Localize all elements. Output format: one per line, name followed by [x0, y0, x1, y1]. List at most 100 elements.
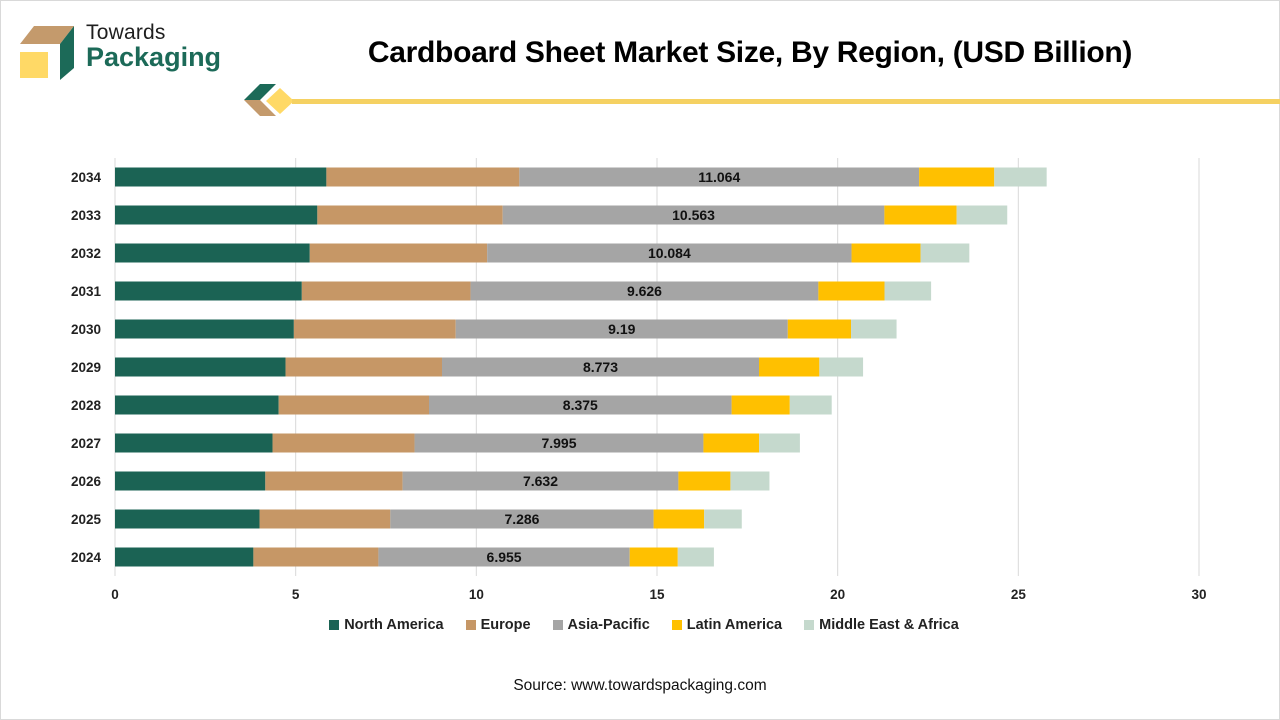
- bar-segment-middle-east-africa-2028: [789, 395, 832, 415]
- legend-label: Asia-Pacific: [567, 617, 650, 633]
- data-label-asia-pacific-2030: 9.19: [608, 321, 635, 337]
- data-label-asia-pacific-2032: 10.084: [648, 245, 691, 261]
- bar-segment-asia-pacific-2032: [487, 243, 852, 263]
- title-divider-decoration: [244, 84, 1280, 116]
- bar-segment-latin-america-2025: [653, 509, 705, 529]
- bar-segment-middle-east-africa-2030: [851, 319, 897, 339]
- data-label-asia-pacific-2027: 7.995: [541, 435, 576, 451]
- divider-chevron-top-icon: [244, 84, 276, 100]
- bar-segment-europe-2025: [259, 509, 391, 529]
- bar-segment-middle-east-africa-2026: [730, 471, 770, 491]
- bar-segment-latin-america-2032: [851, 243, 921, 263]
- x-tick-label: 0: [111, 587, 119, 602]
- bar-segment-asia-pacific-2028: [428, 395, 732, 415]
- x-tick-label: 20: [830, 587, 845, 602]
- bar-segment-europe-2033: [317, 205, 503, 225]
- bar-segment-north-america-2025: [115, 509, 260, 529]
- bar-segment-latin-america-2027: [703, 433, 760, 453]
- y-tick-label: 2028: [71, 398, 102, 413]
- bar-segment-north-america-2026: [115, 471, 266, 491]
- y-tick-label: 2026: [71, 474, 102, 489]
- bar-segment-middle-east-africa-2029: [819, 357, 864, 377]
- legend-swatch-icon: [465, 620, 476, 630]
- bar-segment-asia-pacific-2024: [378, 547, 630, 567]
- y-tick-label: 2025: [71, 512, 102, 527]
- bar-segment-asia-pacific-2026: [402, 471, 679, 491]
- box-logo-icon: [20, 26, 74, 80]
- bar-segment-europe-2030: [293, 319, 456, 339]
- bar-segment-north-america-2027: [115, 433, 273, 453]
- x-tick-label: 5: [292, 587, 300, 602]
- bar-segment-asia-pacific-2031: [470, 281, 819, 301]
- bar-segment-latin-america-2028: [731, 395, 790, 415]
- bar-segment-middle-east-africa-2033: [956, 205, 1008, 225]
- bar-segment-north-america-2034: [115, 167, 327, 187]
- divider-diamond-icon: [266, 88, 294, 114]
- legend-swatch-icon: [804, 620, 815, 630]
- data-label-asia-pacific-2028: 8.375: [563, 397, 598, 413]
- bar-segment-latin-america-2024: [629, 547, 678, 567]
- bar-segment-north-america-2030: [115, 319, 294, 339]
- bar-segment-asia-pacific-2027: [414, 433, 704, 453]
- bar-segment-asia-pacific-2033: [502, 205, 885, 225]
- bar-segment-latin-america-2026: [678, 471, 731, 491]
- bar-segment-europe-2027: [272, 433, 415, 453]
- bar-segment-europe-2028: [278, 395, 429, 415]
- bar-segment-europe-2029: [285, 357, 443, 377]
- y-tick-label: 2031: [71, 284, 102, 299]
- data-label-asia-pacific-2026: 7.632: [523, 473, 558, 489]
- bar-segment-north-america-2029: [115, 357, 286, 377]
- data-labels: 11.064 10.563 10.084 9.626 9.19 8.773 8.375 7.9…: [487, 169, 741, 565]
- legend-item-latin-america: Latin America: [671, 617, 782, 633]
- legend-item-middle-east-africa: Middle East & Africa: [804, 617, 959, 633]
- divider-chevron-bottom-icon: [244, 100, 276, 116]
- data-label-asia-pacific-2024: 6.955: [487, 549, 522, 565]
- x-tick-label: 10: [469, 587, 484, 602]
- data-label-asia-pacific-2034: 11.064: [698, 169, 740, 185]
- bar-segment-middle-east-africa-2031: [884, 281, 932, 301]
- bar-segment-middle-east-africa-2027: [759, 433, 800, 453]
- y-tick-label: 2024: [71, 550, 102, 565]
- bar-segment-latin-america-2030: [787, 319, 852, 339]
- legend-label: Europe: [480, 617, 531, 633]
- bar-segment-latin-america-2034: [919, 167, 995, 187]
- x-tick-label: 15: [649, 587, 665, 602]
- bar-segment-latin-america-2031: [818, 281, 885, 301]
- y-tick-label: 2033: [71, 208, 102, 223]
- bar-segment-europe-2031: [301, 281, 471, 301]
- data-label-asia-pacific-2031: 9.626: [627, 283, 662, 299]
- y-tick-label: 2027: [71, 436, 101, 451]
- bar-segment-middle-east-africa-2034: [994, 167, 1047, 187]
- y-tick-label: 2034: [71, 170, 102, 185]
- bar-segment-middle-east-africa-2032: [920, 243, 970, 263]
- bar-segment-north-america-2031: [115, 281, 302, 301]
- source-note: Source: www.towardspackaging.com: [513, 677, 767, 694]
- bar-segment-europe-2026: [265, 471, 403, 491]
- legend-swatch-icon: [552, 620, 563, 630]
- chart-title: Cardboard Sheet Market Size, By Region, …: [367, 36, 1133, 69]
- legend-item-north-america: North America: [329, 617, 444, 633]
- y-tick-label: 2029: [71, 360, 101, 375]
- legend-swatch-icon: [329, 620, 340, 630]
- data-label-asia-pacific-2029: 8.773: [583, 359, 618, 375]
- legend-item-asia-pacific: Asia-Pacific: [552, 617, 650, 633]
- bar-segment-europe-2032: [309, 243, 488, 263]
- x-tick-label: 25: [1011, 587, 1027, 602]
- bar-segment-north-america-2033: [115, 205, 318, 225]
- y-tick-label: 2030: [71, 322, 101, 337]
- bar-segment-asia-pacific-2029: [442, 357, 760, 377]
- bar-segment-latin-america-2033: [884, 205, 957, 225]
- data-label-asia-pacific-2025: 7.286: [504, 511, 539, 527]
- chart-legend: North America Europe Asia-Pacific Latin Ame…: [0, 617, 1280, 633]
- legend-label: Middle East & Africa: [819, 617, 959, 633]
- x-tick-label: 30: [1191, 587, 1206, 602]
- bar-segment-asia-pacific-2030: [455, 319, 788, 339]
- divider-line: [292, 99, 1280, 104]
- legend-swatch-icon: [671, 620, 682, 630]
- data-label-asia-pacific-2033: 10.563: [672, 207, 715, 223]
- bar-segment-latin-america-2029: [759, 357, 820, 377]
- brand-name-line2: Packaging: [86, 42, 222, 72]
- bar-segment-europe-2024: [253, 547, 379, 567]
- brand-name-line1: Towards: [86, 21, 166, 44]
